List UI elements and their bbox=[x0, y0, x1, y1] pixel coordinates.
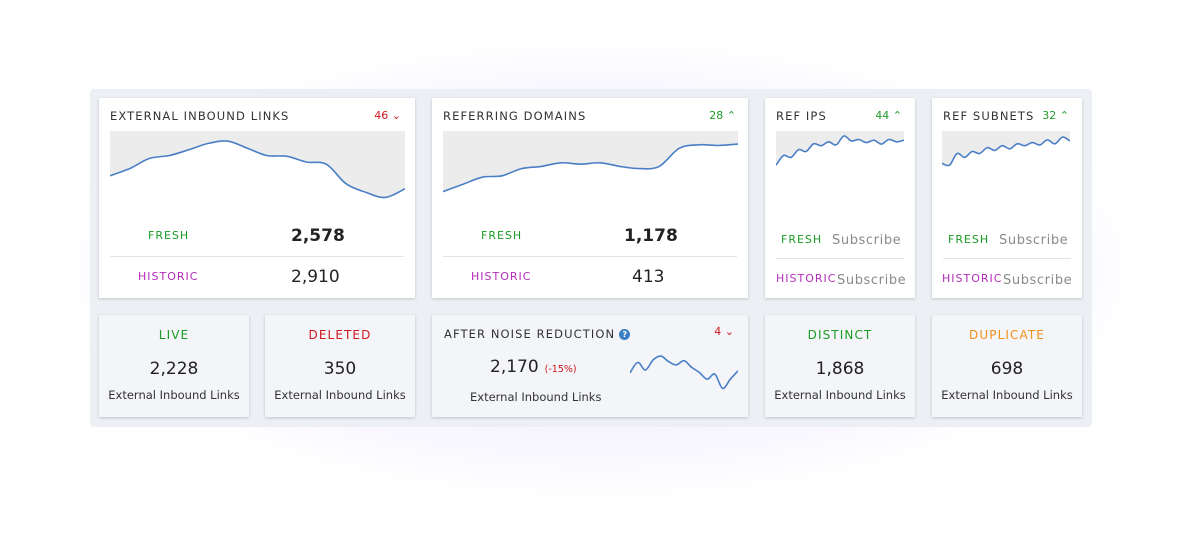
sparkline-svg bbox=[776, 131, 904, 166]
divider bbox=[943, 258, 1071, 259]
metric-deleted: DELETED 350 External Inbound Links bbox=[265, 315, 415, 417]
metric-distinct: DISTINCT 1,868 External Inbound Links bbox=[765, 315, 915, 417]
delta-badge[interactable]: 4 ⌄ bbox=[714, 325, 734, 338]
metric-value: 350 bbox=[323, 359, 357, 379]
fresh-label: FRESH bbox=[781, 233, 823, 246]
sparkline-svg bbox=[443, 131, 738, 193]
metric-duplicate: DUPLICATE 698 External Inbound Links bbox=[932, 315, 1082, 417]
metric-value: 1,868 bbox=[815, 359, 865, 379]
metric-value: 2,170 bbox=[490, 357, 539, 377]
chevron-down-icon: ⌄ bbox=[724, 325, 734, 338]
sparkline-svg bbox=[942, 131, 1070, 167]
divider bbox=[443, 256, 737, 257]
card-title: EXTERNAL INBOUND LINKS bbox=[110, 109, 290, 123]
divider bbox=[776, 258, 904, 259]
fresh-label: FRESH bbox=[948, 233, 990, 246]
card-external-inbound-links: EXTERNAL INBOUND LINKS 46 ⌄ FRESH 2,578 … bbox=[99, 98, 415, 298]
historic-subscribe-link[interactable]: Subscribe bbox=[1003, 273, 1073, 288]
card-title: REF SUBNETS bbox=[943, 109, 1035, 123]
metric-title-text: AFTER NOISE REDUCTION bbox=[444, 327, 616, 341]
delta-badge[interactable]: 44 ⌃ bbox=[875, 109, 902, 122]
metric-live: LIVE 2,228 External Inbound Links bbox=[99, 315, 249, 417]
metric-caption: External Inbound Links bbox=[774, 388, 906, 402]
metric-title: DELETED bbox=[308, 328, 372, 342]
chevron-up-icon: ⌃ bbox=[726, 109, 736, 122]
fresh-subscribe-link[interactable]: Subscribe bbox=[832, 233, 902, 248]
fresh-value: 1,178 bbox=[624, 226, 678, 246]
delta-value: 32 bbox=[1042, 109, 1057, 122]
metric-after-noise-reduction: AFTER NOISE REDUCTION? 4 ⌄ 2,170 (-15%) E… bbox=[432, 315, 748, 417]
historic-value: 413 bbox=[632, 267, 665, 287]
metric-value-row: 2,170 (-15%) bbox=[490, 357, 577, 377]
delta-badge[interactable]: 32 ⌃ bbox=[1042, 109, 1069, 122]
metric-title: DUPLICATE bbox=[969, 328, 1045, 342]
metric-caption: External Inbound Links bbox=[274, 388, 406, 402]
delta-value: 28 bbox=[709, 109, 724, 122]
historic-label: HISTORIC bbox=[942, 272, 1003, 285]
metric-caption: External Inbound Links bbox=[941, 388, 1073, 402]
delta-value: 4 bbox=[714, 325, 722, 338]
sparkline-area bbox=[110, 131, 405, 198]
sparkline-chart bbox=[443, 131, 738, 209]
sparkline-line bbox=[443, 143, 738, 193]
historic-label: HISTORIC bbox=[138, 270, 199, 283]
metric-title: AFTER NOISE REDUCTION? bbox=[444, 327, 631, 341]
chevron-down-icon: ⌄ bbox=[391, 109, 401, 122]
delta-value: 46 bbox=[374, 109, 389, 122]
sparkline-chart bbox=[942, 131, 1070, 176]
card-title: REF IPS bbox=[776, 109, 827, 123]
card-title: REFERRING DOMAINS bbox=[443, 109, 587, 123]
delta-value: 44 bbox=[875, 109, 890, 122]
metric-title: DISTINCT bbox=[807, 328, 873, 342]
card-ref-subnets: REF SUBNETS 32 ⌃ FRESH Subscribe HISTORI… bbox=[932, 98, 1082, 298]
sparkline-svg bbox=[110, 131, 405, 199]
historic-label: HISTORIC bbox=[471, 270, 532, 283]
metric-value: 2,228 bbox=[149, 359, 199, 379]
delta-badge[interactable]: 46 ⌄ bbox=[374, 109, 401, 122]
metric-value: 698 bbox=[990, 359, 1024, 379]
fresh-label: FRESH bbox=[148, 229, 190, 242]
sparkline-line bbox=[942, 136, 1070, 167]
fresh-label: FRESH bbox=[481, 229, 523, 242]
card-referring-domains: REFERRING DOMAINS 28 ⌃ FRESH 1,178 HISTO… bbox=[432, 98, 748, 298]
delta-badge[interactable]: 28 ⌃ bbox=[709, 109, 736, 122]
sparkline-line bbox=[630, 355, 738, 390]
sparkline-line bbox=[776, 135, 904, 166]
historic-label: HISTORIC bbox=[776, 272, 837, 285]
sparkline-area bbox=[776, 131, 904, 166]
sparkline-chart bbox=[110, 131, 405, 209]
historic-value: 2,910 bbox=[291, 267, 340, 287]
sparkline-chart bbox=[776, 131, 904, 176]
fresh-value: 2,578 bbox=[291, 226, 345, 246]
sparkline-line bbox=[110, 140, 405, 199]
metric-change: (-15%) bbox=[544, 364, 577, 375]
chevron-up-icon: ⌃ bbox=[892, 109, 902, 122]
card-ref-ips: REF IPS 44 ⌃ FRESH Subscribe HISTORIC Su… bbox=[765, 98, 915, 298]
sparkline-svg bbox=[630, 355, 738, 390]
metric-title: LIVE bbox=[158, 328, 190, 342]
historic-subscribe-link[interactable]: Subscribe bbox=[837, 273, 907, 288]
metric-caption: External Inbound Links bbox=[108, 388, 240, 402]
chevron-up-icon: ⌃ bbox=[1059, 109, 1069, 122]
sparkline-area bbox=[942, 131, 1070, 166]
fresh-subscribe-link[interactable]: Subscribe bbox=[999, 233, 1069, 248]
divider bbox=[110, 256, 404, 257]
question-circle-icon[interactable]: ? bbox=[619, 329, 631, 340]
sparkline-area bbox=[443, 131, 738, 192]
metric-caption: External Inbound Links bbox=[470, 390, 602, 404]
sparkline-chart bbox=[630, 351, 738, 399]
